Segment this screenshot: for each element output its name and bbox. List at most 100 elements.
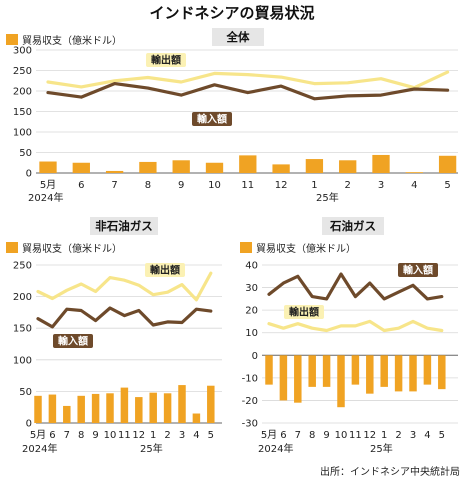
bar-balance [178, 385, 186, 423]
point-exports [398, 327, 400, 329]
point-imports [282, 282, 284, 284]
point-imports [380, 94, 382, 96]
series-label-box [398, 263, 438, 277]
panel-title-box [90, 217, 158, 235]
bar-balance [405, 172, 423, 173]
point-exports [47, 81, 49, 83]
legend-swatch-balance [6, 242, 18, 253]
y-tick-label: 0 [26, 419, 32, 430]
point-imports [114, 83, 116, 85]
point-imports [147, 87, 149, 89]
x-year-label: 2024年 [258, 442, 293, 455]
panel-title-box [322, 217, 384, 235]
point-imports [280, 85, 282, 87]
point-imports [354, 296, 356, 298]
point-imports [326, 298, 328, 300]
point-exports [167, 291, 169, 293]
y-tick-label: 50 [19, 148, 32, 159]
x-tick-label: 1 [311, 180, 317, 191]
point-exports [347, 82, 349, 84]
series-label: 輸入額 [403, 264, 433, 277]
legend-label: 貿易収支（億米ドル） [22, 34, 122, 47]
bar-balance [438, 155, 457, 173]
point-imports [340, 273, 342, 275]
point-imports [447, 89, 449, 91]
point-exports [147, 76, 149, 79]
x-tick-label: 11 [349, 430, 362, 441]
bar-balance [305, 159, 324, 173]
point-imports [95, 320, 97, 322]
point-exports [109, 277, 111, 279]
panel-title: 石油ガス [329, 219, 376, 233]
point-imports [311, 296, 313, 298]
x-tick-label: 9 [178, 180, 184, 191]
series-label-box [284, 305, 324, 319]
point-imports [426, 298, 428, 300]
bar-balance [63, 405, 71, 423]
point-exports [426, 327, 428, 329]
bar-balance [172, 160, 190, 173]
bar-balance [322, 355, 331, 387]
point-imports [441, 296, 443, 298]
point-imports [398, 291, 400, 293]
point-imports [268, 293, 270, 295]
x-year-label: 25年 [370, 442, 393, 455]
bar-balance [294, 355, 302, 403]
y-tick-label: 250 [13, 261, 32, 272]
y-tick-label: 10 [245, 328, 258, 339]
bar-balance [394, 355, 403, 392]
y-tick-label: -10 [242, 373, 258, 384]
point-exports [80, 283, 82, 285]
point-exports [383, 329, 385, 332]
point-exports [51, 297, 54, 300]
point-imports [180, 94, 182, 96]
panel-title-box [212, 28, 264, 46]
point-exports [138, 284, 140, 286]
bar-balance [366, 355, 374, 394]
point-exports [123, 279, 125, 281]
series-label-box [146, 53, 186, 67]
x-tick-label: 10 [335, 430, 348, 441]
bar-balance [106, 393, 114, 423]
bar-balance [207, 385, 215, 423]
x-tick-label: 4 [424, 430, 430, 441]
point-exports [369, 320, 371, 323]
x-tick-label: 5月 [261, 429, 277, 441]
y-tick-label: 150 [13, 107, 32, 118]
series-line-imports [267, 272, 444, 301]
x-tick-label: 5 [208, 430, 214, 441]
x-tick-label: 1 [150, 430, 156, 441]
point-exports [152, 294, 154, 296]
point-exports [268, 323, 270, 325]
x-tick-label: 3 [179, 430, 185, 441]
x-tick-label: 8 [78, 430, 84, 441]
point-exports [297, 323, 299, 325]
x-tick-label: 2 [345, 180, 351, 191]
x-tick-label: 10 [208, 180, 221, 191]
series-label: 輸出額 [150, 264, 180, 277]
x-tick-label: 2 [395, 430, 401, 441]
point-exports [213, 72, 216, 74]
x-tick-label: 6 [280, 430, 286, 441]
bar-balance [409, 355, 417, 392]
bar-balance [72, 162, 90, 173]
point-imports [247, 92, 249, 94]
bar-balance [77, 395, 85, 423]
point-exports [195, 299, 197, 301]
point-exports [114, 80, 116, 82]
x-tick-label: 11 [118, 430, 131, 441]
bar-balance [351, 355, 360, 385]
x-tick-label: 5月 [30, 429, 46, 441]
bar-balance [265, 355, 273, 385]
series-label-box [145, 263, 185, 277]
point-imports [369, 282, 371, 284]
point-exports [412, 320, 414, 323]
y-tick-label: 250 [13, 66, 32, 77]
bar-balance [105, 170, 124, 173]
x-year-label: 25年 [316, 191, 339, 204]
y-tick-label: 300 [13, 46, 32, 57]
y-tick-label: 40 [245, 261, 258, 272]
bar-balance [163, 393, 172, 423]
